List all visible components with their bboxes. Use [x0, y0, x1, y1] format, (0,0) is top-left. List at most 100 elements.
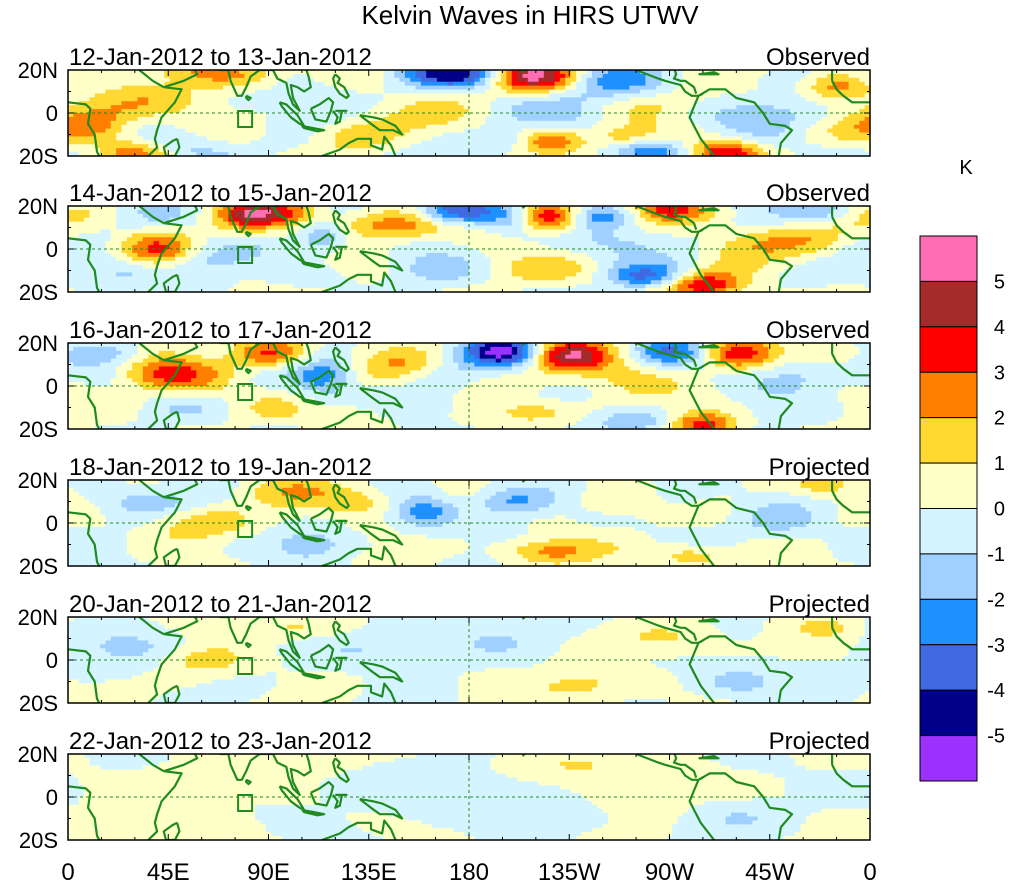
field-cell — [463, 77, 470, 83]
field-cell — [656, 136, 663, 141]
field-cell — [137, 93, 144, 98]
field-cell — [650, 213, 657, 219]
field-cell — [287, 109, 294, 114]
field-cell — [196, 70, 203, 75]
field-cell — [142, 221, 149, 227]
field-cell — [356, 152, 363, 156]
field-cell — [346, 225, 352, 231]
field-cell — [260, 140, 267, 145]
field-cell — [789, 209, 796, 215]
field-cell — [351, 113, 358, 118]
field-cell — [329, 206, 336, 211]
field-cell — [362, 152, 369, 156]
field-cell — [747, 225, 753, 231]
field-cell — [736, 89, 743, 95]
field-cell — [452, 140, 459, 145]
field-cell — [549, 132, 556, 138]
field-cell — [736, 229, 743, 234]
field-cell — [89, 221, 96, 227]
field-cell — [602, 97, 609, 102]
field-cell — [142, 132, 149, 138]
field-cell — [789, 221, 796, 227]
field-cell — [169, 225, 176, 231]
field-cell — [837, 97, 844, 102]
field-cell — [656, 93, 663, 98]
field-cell — [543, 124, 550, 130]
field-cell — [757, 217, 764, 223]
field-cell — [672, 120, 679, 126]
field-cell — [228, 245, 235, 250]
field-cell — [276, 97, 283, 102]
field-cell — [276, 113, 283, 118]
field-cell — [608, 241, 614, 246]
field-cell — [789, 89, 796, 95]
field-cell — [741, 113, 748, 118]
field-cell — [693, 237, 700, 242]
field-cell — [543, 85, 550, 91]
field-cell — [549, 140, 556, 145]
field-cell — [688, 70, 695, 75]
field-cell — [522, 245, 529, 250]
field-cell — [591, 209, 598, 215]
field-cell — [292, 109, 299, 114]
field-cell — [634, 113, 641, 118]
field-cell — [485, 148, 491, 153]
field-cell — [864, 109, 870, 114]
field-cell — [351, 116, 358, 122]
field-cell — [297, 70, 304, 75]
field-cell — [378, 229, 385, 234]
field-cell — [190, 89, 197, 95]
field-cell — [346, 116, 352, 122]
field-cell — [404, 97, 411, 102]
field-cell — [190, 237, 197, 242]
field-cell — [158, 140, 165, 145]
field-cell — [591, 221, 598, 227]
field-cell — [559, 109, 566, 114]
field-cell — [297, 89, 304, 95]
field-cell — [78, 77, 85, 83]
field-cell — [447, 120, 454, 126]
field-cell — [602, 237, 609, 242]
field-cell — [848, 229, 855, 234]
field-cell — [132, 136, 139, 141]
field-cell — [137, 77, 144, 83]
field-cell — [597, 213, 604, 219]
field-cell — [570, 206, 577, 211]
field-cell — [752, 213, 759, 219]
field-cell — [661, 217, 668, 223]
field-cell — [351, 70, 358, 75]
field-cell — [768, 221, 775, 227]
field-cell — [469, 213, 475, 219]
field-cell — [94, 70, 101, 75]
field-cell — [158, 233, 165, 238]
field-cell — [613, 229, 620, 234]
field-cell — [73, 93, 80, 98]
field-cell — [351, 217, 358, 223]
field-cell — [864, 85, 870, 91]
field-cell — [827, 225, 834, 231]
field-cell — [608, 128, 614, 134]
field-cell — [837, 81, 844, 87]
field-cell — [479, 128, 486, 134]
field-cell — [340, 136, 347, 141]
field-cell — [661, 73, 668, 79]
field-cell — [158, 97, 165, 102]
field-cell — [763, 221, 770, 227]
field-cell — [372, 152, 379, 156]
field-cell — [682, 217, 689, 223]
field-cell — [811, 136, 818, 141]
field-cell — [372, 209, 379, 215]
field-cell — [682, 148, 689, 153]
field-cell — [324, 132, 331, 138]
field-cell — [602, 148, 609, 153]
field-cell — [137, 233, 144, 238]
field-cell — [747, 101, 753, 106]
field-cell — [319, 245, 326, 250]
field-cell — [575, 136, 582, 141]
field-cell — [185, 85, 192, 91]
field-cell — [773, 128, 780, 134]
field-cell — [554, 109, 561, 114]
field-cell — [554, 245, 561, 250]
field-cell — [100, 229, 107, 234]
field-cell — [581, 221, 588, 227]
